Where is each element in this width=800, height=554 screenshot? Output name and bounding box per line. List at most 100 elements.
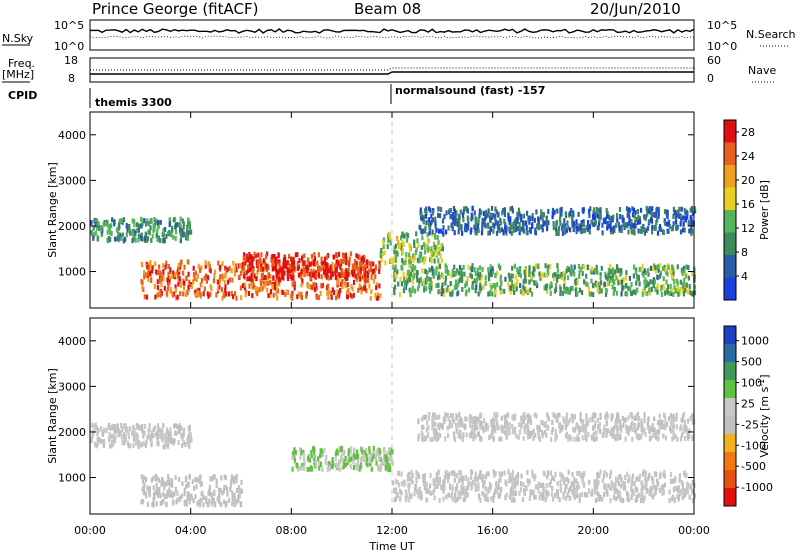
scatter-cell <box>686 432 689 438</box>
scatter-cell <box>689 415 692 421</box>
scatter-cell <box>280 289 283 295</box>
scatter-cell <box>408 277 411 283</box>
scatter-cell <box>422 279 425 285</box>
scatter-cell <box>300 465 303 471</box>
scatter-cell <box>531 489 534 495</box>
scatter-cell <box>670 268 673 274</box>
scatter-cell <box>395 478 398 484</box>
scatter-cell <box>578 470 581 476</box>
scatter-cell <box>688 219 691 225</box>
scatter-cell <box>650 214 653 220</box>
scatter-cell <box>420 245 423 250</box>
scatter-cell <box>622 221 625 227</box>
colorbar-cell <box>724 326 736 344</box>
scatter-cell <box>438 271 441 277</box>
scatter-cell <box>187 481 190 487</box>
scatter-cell <box>469 423 472 428</box>
scatter-cell <box>173 423 176 429</box>
scatter-cell <box>353 269 356 275</box>
scatter-cell <box>651 475 654 481</box>
scatter-cell <box>538 436 541 442</box>
scatter-cell <box>628 497 631 503</box>
scatter-cell <box>527 434 530 440</box>
scatter-cell <box>357 287 360 293</box>
scatter-cell <box>477 482 480 488</box>
scatter-cell <box>676 494 679 500</box>
scatter-cell <box>190 495 193 501</box>
scatter-cell <box>96 236 99 242</box>
scatter-cell <box>633 264 636 270</box>
scatter-cell <box>662 276 665 282</box>
scatter-cell <box>570 207 573 213</box>
scatter-cell <box>153 223 157 228</box>
scatter-cell <box>682 221 685 227</box>
scatter-cell <box>446 425 449 431</box>
scatter-cell <box>494 213 497 219</box>
scatter-cell <box>646 268 650 274</box>
scatter-cell <box>338 459 342 465</box>
scatter-cell <box>132 424 135 430</box>
scatter-cell <box>409 292 412 298</box>
scatter-cell <box>402 479 406 485</box>
scatter-cell <box>672 291 675 297</box>
x-tick-label: 00:00 <box>678 524 710 537</box>
scatter-cell <box>179 231 183 237</box>
scatter-cell <box>143 482 146 488</box>
scatter-cell <box>224 288 227 294</box>
scatter-cell <box>566 421 569 427</box>
scatter-cell <box>505 492 508 498</box>
scatter-cell <box>531 469 534 475</box>
scatter-cell <box>470 216 473 222</box>
scatter-cell <box>149 225 152 231</box>
scatter-cell <box>129 443 132 449</box>
scatter-cell <box>213 273 216 279</box>
scatter-cell <box>352 459 355 465</box>
scatter-cell <box>693 206 696 211</box>
scatter-cell <box>146 485 149 491</box>
scatter-cell <box>628 474 631 480</box>
scatter-cell <box>636 415 639 421</box>
scatter-cell <box>573 264 576 270</box>
scatter-cell <box>361 274 364 280</box>
scatter-cell <box>461 489 464 495</box>
scatter-cell <box>429 207 432 213</box>
scatter-cell <box>94 422 97 428</box>
scatter-cell <box>166 277 169 283</box>
scatter-cell <box>459 490 463 496</box>
scatter-cell <box>453 435 456 441</box>
scatter-cell <box>331 457 334 462</box>
scatter-cell <box>567 420 570 425</box>
scatter-cell <box>641 263 644 269</box>
scatter-cell <box>563 288 566 294</box>
scatter-cell <box>691 480 694 486</box>
scatter-cell <box>423 249 427 255</box>
scatter-cell <box>446 433 450 439</box>
scatter-cell <box>151 502 154 507</box>
scatter-cell <box>159 270 162 276</box>
scatter-cell <box>518 222 521 227</box>
scatter-cell <box>365 452 368 458</box>
scatter-cell <box>526 469 529 475</box>
scatter-cell <box>137 441 140 447</box>
scatter-cell <box>503 218 506 224</box>
scatter-cell <box>384 454 387 460</box>
scatter-cell <box>234 291 237 297</box>
scatter-cell <box>232 477 235 482</box>
scatter-cell <box>474 220 477 226</box>
scatter-cell <box>168 276 171 282</box>
scatter-cell <box>416 472 419 478</box>
scatter-cell <box>179 216 182 222</box>
colorbar-tick-label: 1000 <box>741 335 769 348</box>
scatter-cell <box>596 474 599 480</box>
scatter-cell <box>686 289 690 295</box>
scatter-cell <box>436 483 439 489</box>
scatter-cell <box>238 274 241 280</box>
scatter-cell <box>412 258 415 263</box>
scatter-cell <box>140 236 143 241</box>
scatter-cell <box>271 283 274 289</box>
scatter-cell <box>678 476 681 482</box>
scatter-cell <box>425 220 428 226</box>
scatter-cell <box>431 425 434 431</box>
scatter-cell <box>293 457 296 463</box>
scatter-cell <box>413 255 417 261</box>
